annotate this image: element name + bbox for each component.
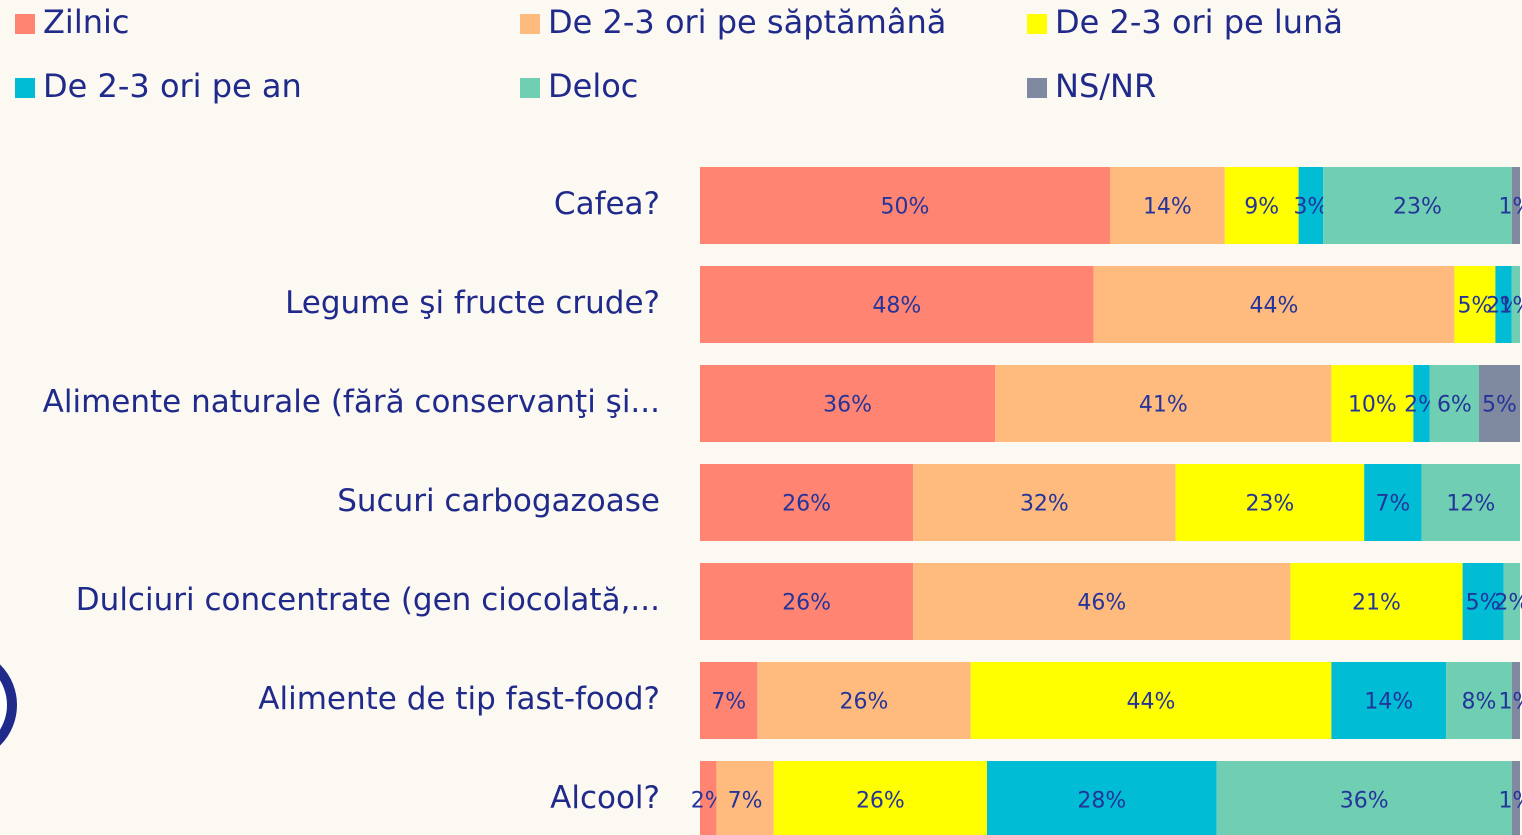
- decoration: [0, 664, 17, 746]
- bar-segment: [913, 563, 1291, 640]
- data-label: 36%: [823, 393, 872, 418]
- bar-segment: [716, 761, 774, 835]
- data-label: 5%: [1457, 294, 1492, 319]
- bar-segment: [1331, 365, 1414, 442]
- category-label: Legume şi fructe crude?: [285, 285, 660, 321]
- data-label: 1%: [1498, 195, 1522, 220]
- bar-segment: [1511, 266, 1520, 343]
- data-label: 26%: [782, 591, 831, 616]
- category-label: Dulciuri concentrate (gen ciocolată,...: [76, 582, 660, 618]
- bar-segment: [1290, 563, 1463, 640]
- bar-segment: [1298, 167, 1324, 244]
- category-label: Cafea?: [554, 186, 660, 222]
- data-label: 26%: [840, 690, 889, 715]
- legend-swatch: [520, 14, 540, 34]
- data-label: 2%: [1494, 591, 1522, 616]
- data-label: 3%: [1293, 195, 1328, 220]
- bar-segment: [1454, 266, 1496, 343]
- bar-segment: [1331, 662, 1447, 739]
- bar-segment: [995, 365, 1332, 442]
- data-label: 50%: [881, 195, 930, 220]
- legend-label: De 2-3 ori pe an: [43, 67, 302, 105]
- bar-segment: [1503, 563, 1520, 640]
- legend-swatch: [1027, 14, 1047, 34]
- bar-segment: [1413, 365, 1430, 442]
- bar-segment: [1479, 365, 1520, 442]
- bar-segment: [1446, 662, 1512, 739]
- bar-segment: [700, 761, 717, 835]
- bar-segment: [970, 662, 1332, 739]
- category-label: Sucuri carbogazoase: [337, 483, 660, 519]
- legend-label: Zilnic: [43, 3, 129, 41]
- data-label: 12%: [1446, 492, 1495, 517]
- data-label: 44%: [1250, 294, 1299, 319]
- bar-segment: [757, 662, 971, 739]
- legend-label: De 2-3 ori pe lună: [1055, 3, 1343, 41]
- bar-segment: [1364, 464, 1422, 541]
- data-label: 1%: [1498, 294, 1522, 319]
- legend-label: Deloc: [548, 67, 638, 105]
- bar-segment: [1421, 464, 1520, 541]
- bar-segment: [1511, 662, 1520, 739]
- data-label: 21%: [1352, 591, 1401, 616]
- data-label: 1%: [1498, 789, 1522, 814]
- data-label: 26%: [856, 789, 905, 814]
- data-label: 44%: [1127, 690, 1176, 715]
- bar-segment: [700, 266, 1094, 343]
- bar-segment: [1511, 167, 1520, 244]
- bar-segment: [1110, 167, 1225, 244]
- data-label: 5%: [1466, 591, 1501, 616]
- bar-segment: [700, 167, 1110, 244]
- data-label: 7%: [711, 690, 746, 715]
- data-label: 23%: [1393, 195, 1442, 220]
- category-label: Alimente de tip fast-food?: [258, 681, 660, 717]
- legend-label: NS/NR: [1055, 67, 1156, 105]
- data-label: 23%: [1245, 492, 1294, 517]
- data-label: 46%: [1077, 591, 1126, 616]
- data-label: 28%: [1077, 789, 1126, 814]
- bar-segment: [1462, 563, 1504, 640]
- data-label: 6%: [1437, 393, 1472, 418]
- legend-swatch: [1027, 78, 1047, 98]
- legend-swatch: [520, 78, 540, 98]
- legend-label: De 2-3 ori pe săptămână: [548, 3, 946, 41]
- bar-segment: [1224, 167, 1299, 244]
- bar-segment: [1323, 167, 1512, 244]
- bar-segment: [700, 563, 914, 640]
- data-label: 5%: [1482, 393, 1517, 418]
- category-label: Alimente naturale (fără conservanţi şi..…: [43, 384, 660, 420]
- bar-segment: [1175, 464, 1365, 541]
- data-label: 10%: [1348, 393, 1397, 418]
- legend-swatch: [15, 78, 35, 98]
- bar-segment: [1495, 266, 1512, 343]
- data-label: 36%: [1340, 789, 1389, 814]
- data-label: 7%: [1375, 492, 1410, 517]
- bar-segment: [1429, 365, 1479, 442]
- data-label: 14%: [1364, 690, 1413, 715]
- data-label: 1%: [1498, 690, 1522, 715]
- data-label: 48%: [872, 294, 921, 319]
- data-label: 9%: [1244, 195, 1279, 220]
- data-label: 26%: [782, 492, 831, 517]
- bar-segment: [913, 464, 1176, 541]
- category-label: Alcool?: [550, 780, 660, 816]
- data-label: 7%: [728, 789, 763, 814]
- bar-segment: [700, 464, 914, 541]
- data-label: 8%: [1462, 690, 1497, 715]
- bar-segment: [773, 761, 987, 835]
- bar-segment: [1511, 761, 1520, 835]
- bar-segment: [700, 662, 758, 739]
- bar-segment: [1216, 761, 1512, 835]
- bar-segment: [700, 365, 996, 442]
- data-label: 14%: [1143, 195, 1192, 220]
- legend-swatch: [15, 14, 35, 34]
- data-label: 41%: [1139, 393, 1188, 418]
- bar-segment: [1093, 266, 1455, 343]
- bar-segment: [987, 761, 1217, 835]
- data-label: 32%: [1020, 492, 1069, 517]
